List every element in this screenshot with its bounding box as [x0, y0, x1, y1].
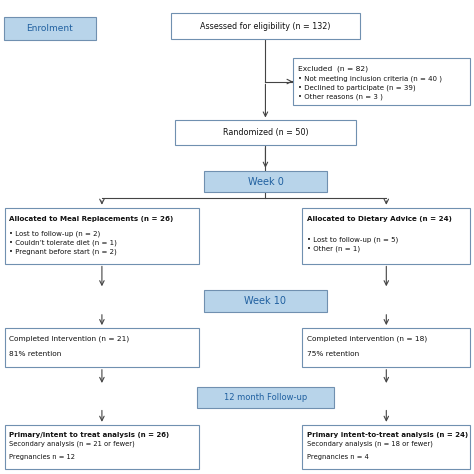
Text: • Not meeting inclusion criteria (n = 40 )
• Declined to participate (n = 39)
• : • Not meeting inclusion criteria (n = 40…: [299, 75, 442, 100]
FancyBboxPatch shape: [293, 58, 470, 105]
Text: Randomized (n = 50): Randomized (n = 50): [223, 128, 308, 137]
Text: Pregnancies n = 12: Pregnancies n = 12: [9, 454, 75, 460]
Text: Completed intervention (n = 18): Completed intervention (n = 18): [307, 336, 427, 342]
FancyBboxPatch shape: [5, 425, 199, 469]
Text: Primary intent-to-treat analysis (n = 24): Primary intent-to-treat analysis (n = 24…: [307, 431, 468, 438]
Text: 12 month Follow-up: 12 month Follow-up: [224, 393, 307, 401]
FancyBboxPatch shape: [171, 13, 360, 39]
Text: Week 0: Week 0: [247, 176, 283, 187]
FancyBboxPatch shape: [302, 425, 470, 469]
Text: Assessed for eligibility (n = 132): Assessed for eligibility (n = 132): [200, 22, 331, 30]
FancyBboxPatch shape: [302, 208, 470, 264]
FancyBboxPatch shape: [175, 120, 356, 145]
Text: Pregnancies n = 4: Pregnancies n = 4: [307, 454, 369, 460]
FancyBboxPatch shape: [204, 171, 327, 192]
Text: Allocated to Meal Replacements (n = 26): Allocated to Meal Replacements (n = 26): [9, 216, 174, 222]
FancyBboxPatch shape: [302, 328, 470, 367]
Text: 81% retention: 81% retention: [9, 351, 62, 357]
FancyBboxPatch shape: [197, 387, 334, 408]
Text: Secondary analysis (n = 21 or fewer): Secondary analysis (n = 21 or fewer): [9, 440, 135, 447]
Text: Primary/intent to treat analysis (n = 26): Primary/intent to treat analysis (n = 26…: [9, 431, 170, 438]
FancyBboxPatch shape: [3, 17, 96, 40]
FancyBboxPatch shape: [5, 328, 199, 367]
FancyBboxPatch shape: [5, 208, 199, 264]
Text: Enrolment: Enrolment: [27, 24, 73, 33]
Text: • Lost to follow-up (n = 5)
• Other (n = 1): • Lost to follow-up (n = 5) • Other (n =…: [307, 236, 398, 252]
FancyBboxPatch shape: [204, 290, 327, 312]
Text: Completed Intervention (n = 21): Completed Intervention (n = 21): [9, 336, 130, 342]
Text: • Lost to follow-up (n = 2)
• Couldn’t tolerate diet (n = 1)
• Pregnant before s: • Lost to follow-up (n = 2) • Couldn’t t…: [9, 230, 118, 255]
Text: Allocated to Dietary Advice (n = 24): Allocated to Dietary Advice (n = 24): [307, 216, 452, 222]
Text: 75% retention: 75% retention: [307, 351, 359, 357]
Text: Secondary analysis (n = 18 or fewer): Secondary analysis (n = 18 or fewer): [307, 440, 433, 447]
Text: Week 10: Week 10: [245, 296, 286, 306]
Text: Excluded  (n = 82): Excluded (n = 82): [299, 66, 368, 72]
